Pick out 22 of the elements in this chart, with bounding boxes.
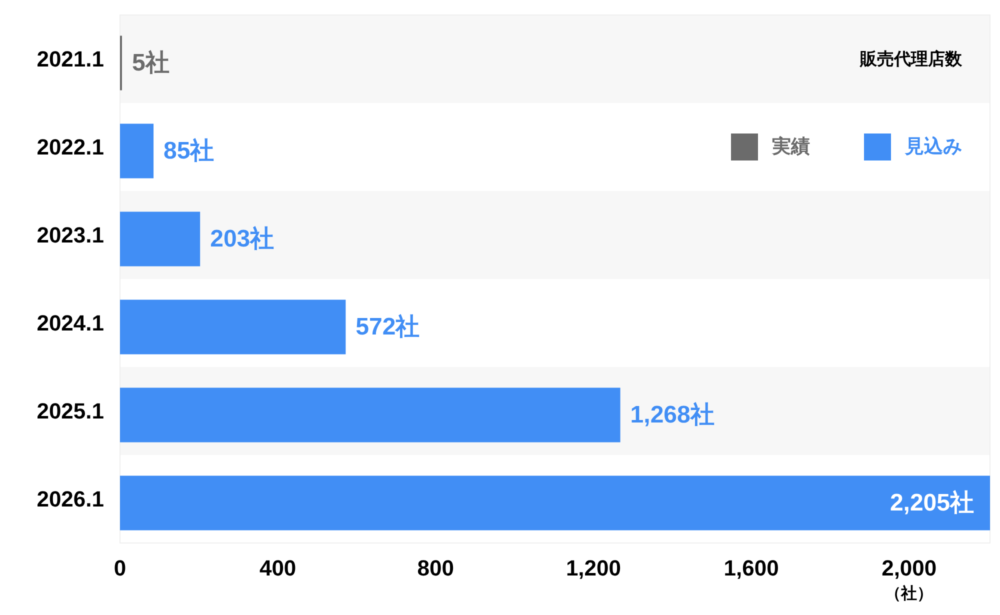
data-label: 1,268社 bbox=[630, 402, 714, 428]
data-label: 203社 bbox=[210, 226, 274, 252]
y-tick-label: 2024.1 bbox=[36, 310, 104, 336]
x-tick-label: 2,000 bbox=[882, 556, 937, 580]
data-label: 85社 bbox=[164, 138, 214, 164]
x-tick-label: 1,600 bbox=[724, 556, 779, 580]
y-tick-label: 2021.1 bbox=[36, 46, 104, 72]
x-tick-label: 1,200 bbox=[566, 556, 621, 580]
y-tick-label: 2025.1 bbox=[36, 398, 104, 424]
data-label: 2,205社 bbox=[890, 490, 974, 516]
y-tick-label: 2023.1 bbox=[36, 222, 104, 248]
x-tick-label: 800 bbox=[417, 556, 454, 580]
y-tick-label: 2022.1 bbox=[36, 134, 104, 160]
legend-label: 実績 bbox=[772, 136, 810, 158]
data-label: 5社 bbox=[132, 50, 170, 76]
x-axis-title: （社） bbox=[885, 586, 934, 602]
y-tick-label: 2026.1 bbox=[36, 486, 104, 512]
legend-label: 見込み bbox=[905, 136, 962, 158]
title: 販売代理店数 bbox=[860, 50, 962, 68]
x-tick-label: 400 bbox=[259, 556, 296, 580]
data-label: 572社 bbox=[356, 314, 420, 340]
x-tick-label: 0 bbox=[114, 556, 126, 580]
